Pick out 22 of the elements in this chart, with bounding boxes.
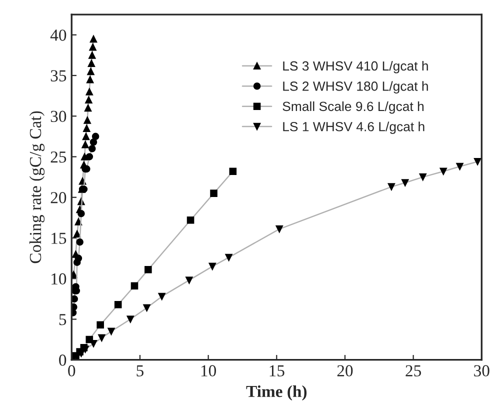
y-tick-label: 15 (52, 232, 66, 244)
legend-label: Small Scale 9.6 L/gcat h (282, 101, 424, 114)
legend-label: LS 3 WHSV 410 L/gcat h (283, 60, 428, 74)
y-axis-title: Coking rate (gC/g Cat) (29, 111, 45, 264)
x-tick-label: 30 (474, 365, 490, 376)
y-tick-label: 5 (59, 314, 66, 326)
x-tick-label: 25 (406, 365, 421, 376)
y-tick-label: 40 (50, 30, 66, 41)
y-tick-label: 25 (50, 151, 66, 163)
x-axis-title: Time (h) (246, 385, 307, 400)
y-tick-label: 20 (50, 192, 66, 204)
x-tick-label: 20 (337, 365, 353, 376)
y-tick-label: 0 (59, 354, 66, 366)
x-tick-label: 5 (136, 365, 144, 376)
legend-label: LS 1 WHSV 4.6 L/gcat h (283, 122, 424, 134)
legend-label: LS 2 WHSV 180 L/gcat h (283, 81, 428, 94)
y-tick-label: 35 (50, 70, 66, 82)
y-tick-label: 10 (52, 273, 66, 285)
x-tick-label: 10 (201, 365, 216, 376)
y-tick-label: 30 (50, 110, 66, 122)
x-tick-label: 15 (270, 365, 284, 376)
x-tick-label: 0 (68, 365, 76, 376)
